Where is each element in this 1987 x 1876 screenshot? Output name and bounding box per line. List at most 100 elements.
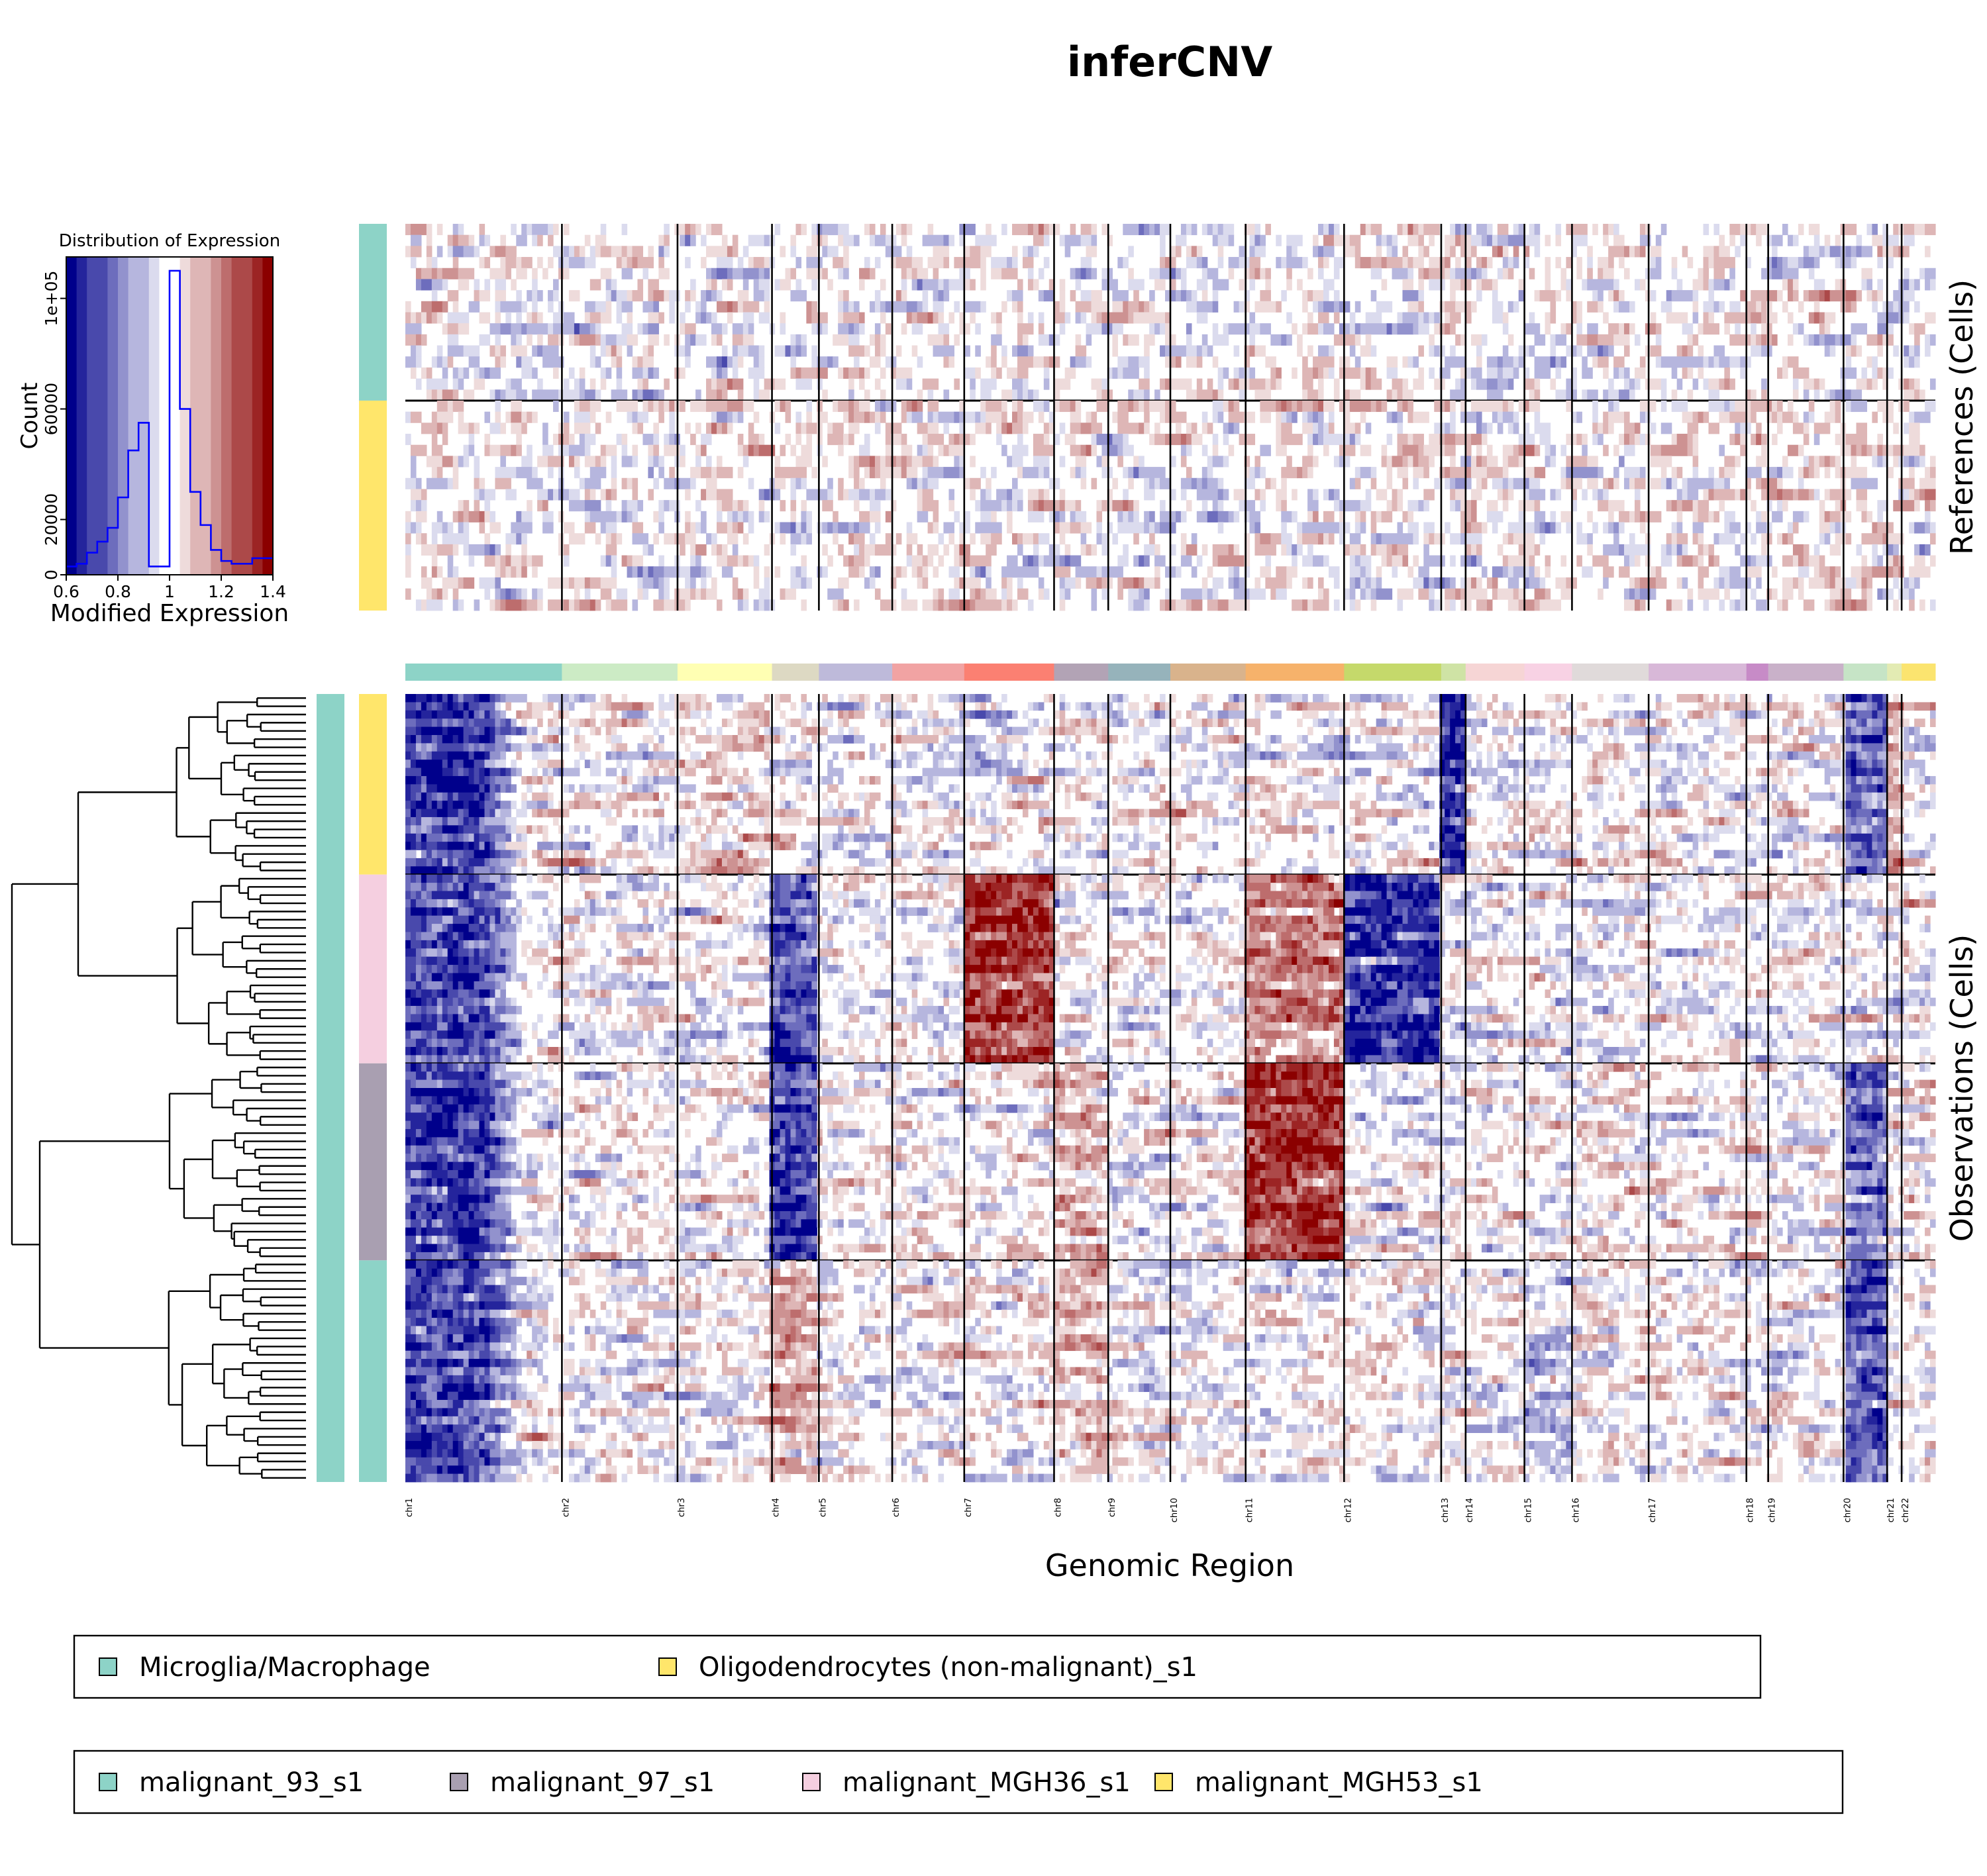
heatmap-cell	[1117, 522, 1145, 534]
heatmap-cell	[548, 323, 554, 335]
heatmap-cell	[1471, 555, 1477, 567]
heatmap-cell	[706, 268, 712, 279]
heatmap-cell	[447, 718, 454, 727]
heatmap-cell	[1233, 511, 1240, 522]
heatmap-cell	[1196, 279, 1208, 291]
heatmap-cell	[1650, 290, 1656, 302]
heatmap-cell	[589, 511, 617, 522]
heatmap-cell	[701, 702, 707, 711]
heatmap-cell	[1745, 734, 1762, 744]
heatmap-cell	[1671, 467, 1678, 479]
heatmap-cell	[521, 456, 533, 468]
heatmap-cell	[1307, 511, 1313, 522]
heatmap-cell	[986, 477, 992, 489]
heatmap-cell	[1413, 323, 1419, 335]
heatmap-cell	[795, 224, 802, 236]
heatmap-cell	[1882, 726, 1888, 736]
heatmap-cell	[516, 257, 522, 269]
heatmap-cell	[1365, 588, 1372, 600]
heatmap-cell	[1376, 511, 1382, 522]
heatmap-cell	[1619, 710, 1625, 719]
heatmap-cell	[1313, 356, 1335, 368]
heatmap-cell	[1276, 489, 1287, 501]
heatmap-cell	[669, 694, 675, 703]
heatmap-cell	[410, 751, 417, 760]
heatmap-cell	[1624, 544, 1651, 556]
heatmap-cell	[1022, 533, 1034, 545]
heatmap-cell	[1360, 577, 1366, 589]
heatmap-cell	[1154, 323, 1160, 335]
heatmap-cell	[653, 422, 659, 434]
heatmap-cell	[827, 489, 833, 501]
heatmap-cell	[1925, 511, 1931, 522]
heatmap-cell	[1007, 522, 1013, 534]
heatmap-cell	[1450, 389, 1466, 401]
heatmap-cell	[511, 345, 527, 357]
heatmap-cell	[1502, 367, 1514, 379]
heatmap-cell	[1808, 268, 1815, 279]
heatmap-cell	[415, 734, 422, 744]
heatmap-cell	[1001, 224, 1007, 236]
heatmap-cell	[695, 224, 701, 236]
heatmap-cell	[1930, 555, 1936, 567]
heatmap-cell	[1239, 577, 1245, 589]
heatmap-cell	[1001, 356, 1007, 368]
heatmap-cell	[1851, 726, 1857, 736]
heatmap-cell	[1376, 718, 1388, 727]
heatmap-cell	[642, 588, 649, 600]
heatmap-cell	[848, 694, 860, 703]
heatmap-cell	[463, 444, 470, 456]
heatmap-cell	[442, 434, 448, 446]
heatmap-cell	[901, 234, 907, 246]
heatmap-cell	[991, 533, 1002, 545]
heatmap-cell	[1545, 555, 1551, 567]
heatmap-cell	[431, 751, 448, 760]
heatmap-cell	[527, 726, 533, 736]
heatmap-cell	[600, 378, 607, 390]
heatmap-cell	[1803, 511, 1809, 522]
heatmap-cell	[479, 290, 491, 302]
heatmap-cell	[1217, 718, 1224, 727]
heatmap-cell	[1893, 456, 1899, 468]
heatmap-cell	[1323, 751, 1329, 760]
heatmap-cell	[648, 751, 654, 760]
heatmap-cell	[1217, 246, 1224, 258]
heatmap-cell	[980, 751, 986, 760]
heatmap-cell	[1429, 533, 1435, 545]
heatmap-cell	[1139, 224, 1145, 236]
heatmap-cell	[1824, 577, 1831, 589]
heatmap-cell	[1201, 718, 1208, 727]
heatmap-cell	[764, 599, 770, 611]
heatmap-cell	[1170, 268, 1176, 279]
heatmap-cell	[1360, 522, 1366, 534]
heatmap-cell	[748, 345, 760, 357]
heatmap-cell	[1851, 710, 1857, 719]
heatmap-cell	[537, 334, 543, 346]
heatmap-cell	[727, 356, 733, 368]
heatmap-cell	[1434, 577, 1440, 589]
heatmap-cell	[943, 599, 950, 611]
heatmap-cell	[1139, 577, 1145, 589]
heatmap-cell	[1149, 477, 1155, 489]
heatmap-cell	[737, 522, 744, 534]
heatmap-cell	[737, 389, 744, 401]
heatmap-cell	[1191, 743, 1197, 752]
heatmap-cell	[806, 400, 812, 413]
heatmap-cell	[1244, 268, 1250, 279]
heatmap-cell	[1402, 511, 1409, 522]
heatmap-cell	[1698, 500, 1709, 512]
heatmap-cell	[1086, 577, 1097, 589]
heatmap-cell	[664, 500, 670, 512]
heatmap-cell	[1286, 411, 1292, 423]
heatmap-cell	[415, 522, 422, 534]
heatmap-cell	[1228, 234, 1235, 246]
heatmap-cell	[1893, 694, 1899, 703]
heatmap-cell	[1513, 718, 1519, 727]
heatmap-cell	[1893, 246, 1899, 258]
heatmap-cell	[948, 356, 955, 368]
heatmap-cell	[627, 246, 633, 258]
heatmap-cell	[864, 577, 870, 589]
heatmap-cell	[895, 710, 902, 719]
heatmap-cell	[1318, 389, 1324, 401]
heatmap-cell	[1007, 367, 1018, 379]
